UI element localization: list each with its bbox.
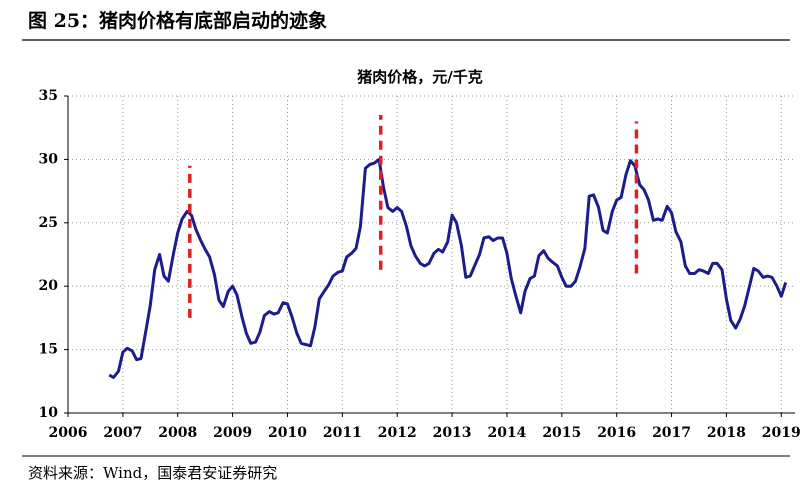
x-tick-label: 2006: [49, 425, 88, 441]
x-tick-label: 2012: [378, 425, 417, 441]
y-tick-label: 30: [39, 151, 59, 167]
y-tick-label: 25: [39, 215, 58, 231]
x-tick-label: 2015: [542, 425, 581, 441]
x-tick-label: 2011: [323, 425, 362, 441]
x-tick-label: 2008: [158, 425, 197, 441]
y-tick-label: 10: [39, 405, 59, 421]
x-tick-label: 2017: [652, 425, 691, 441]
x-tick-label: 2009: [213, 425, 252, 441]
x-tick-label: 2014: [487, 425, 526, 441]
chart-title: 猪肉价格，元/千克: [356, 68, 482, 86]
x-tick-label: 2013: [433, 425, 472, 441]
x-tick-label: 2007: [103, 425, 142, 441]
x-tick-label: 2016: [597, 425, 636, 441]
price-line: [108, 157, 788, 379]
y-tick-label: 20: [39, 278, 59, 294]
source: 资料来源：Wind，国泰君安证券研究: [28, 464, 277, 482]
x-tick-label: 2018: [707, 425, 746, 441]
y-tick-label: 35: [39, 88, 58, 104]
y-tick-label: 15: [39, 342, 58, 358]
figure-title: 图 25：猪肉价格有底部启动的迹象: [28, 9, 327, 32]
x-tick-label: 2010: [268, 425, 307, 441]
x-tick-label: 2019: [762, 425, 800, 441]
